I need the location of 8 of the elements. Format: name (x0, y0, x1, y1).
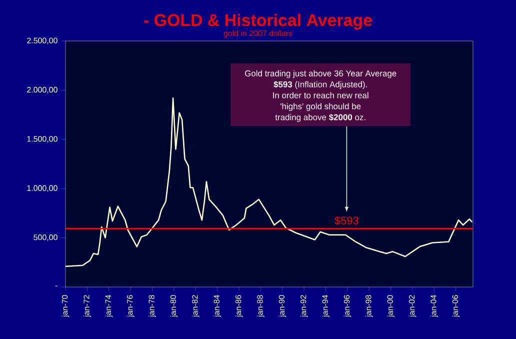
chart-title: - GOLD & Historical Average (144, 14, 372, 30)
annotation: 'highs' gold should be (280, 103, 361, 111)
annotation: Gold trading just above 36 Year Average (244, 70, 396, 78)
ref-line-label: $593 (334, 216, 358, 226)
annotation: $593 (Inflation Adjusted). (274, 81, 367, 90)
annotation: trading above $2000 oz. (275, 114, 366, 122)
line-series (64, 97, 473, 267)
annotation: In order to reach new real (273, 92, 368, 98)
